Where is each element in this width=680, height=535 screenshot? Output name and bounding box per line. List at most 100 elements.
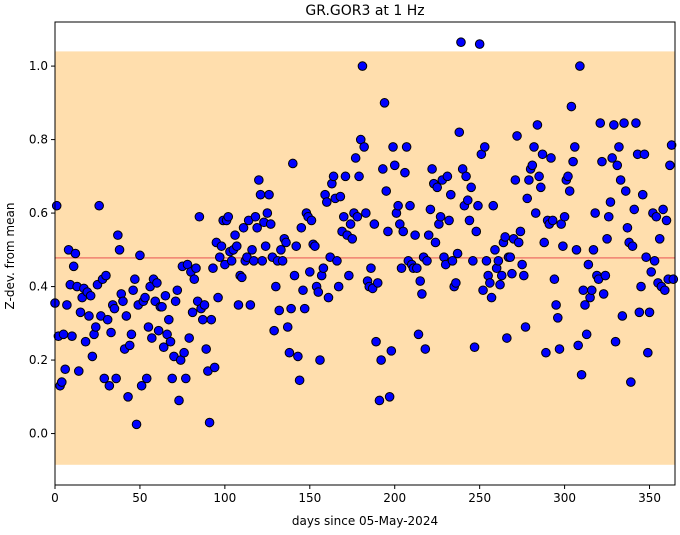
data-point [515, 226, 526, 237]
data-point [517, 259, 527, 270]
data-point [90, 322, 101, 332]
data-point [634, 307, 645, 318]
data-point [135, 250, 145, 261]
data-point [167, 373, 178, 384]
data-point [85, 290, 96, 301]
data-point [547, 215, 558, 226]
y-tick-label: 0.4 [29, 280, 48, 294]
data-point [401, 142, 412, 152]
data-point [603, 211, 614, 222]
data-point [468, 256, 478, 266]
data-point [571, 245, 582, 255]
data-point [189, 274, 200, 285]
data-point [527, 160, 538, 171]
data-point [586, 285, 597, 296]
data-point [73, 366, 84, 376]
data-point [629, 204, 640, 215]
data-point [124, 340, 135, 351]
data-point [559, 211, 570, 222]
data-point [114, 245, 125, 255]
y-tick-label: 1.0 [29, 59, 48, 73]
data-point [510, 175, 521, 185]
data-point [658, 204, 668, 215]
data-point [530, 208, 541, 218]
x-tick-label: 350 [638, 491, 661, 505]
data-point [610, 336, 621, 347]
data-point [344, 270, 354, 281]
data-point [549, 274, 560, 285]
data-point [389, 160, 400, 171]
data-point [661, 215, 672, 226]
y-tick-label: 0.8 [29, 133, 48, 147]
x-tick-label: 50 [132, 491, 147, 505]
data-point [293, 351, 303, 362]
data-point [157, 301, 167, 312]
data-point [274, 305, 285, 316]
data-point [255, 189, 266, 200]
data-point [194, 211, 205, 222]
data-point [204, 417, 215, 428]
data-point [354, 171, 364, 182]
x-tick-label: 200 [383, 491, 406, 505]
data-point [427, 164, 437, 174]
data-point [121, 311, 132, 321]
data-point [214, 252, 225, 262]
data-point [216, 241, 227, 251]
data-point [250, 211, 261, 222]
data-point [123, 392, 133, 402]
data-point [636, 281, 646, 292]
data-point [141, 373, 152, 384]
data-point [233, 300, 244, 310]
data-point [68, 261, 79, 272]
data-point [179, 347, 189, 358]
data-point [126, 329, 137, 340]
data-point [70, 248, 81, 259]
data-point [315, 355, 325, 365]
data-point [566, 101, 577, 112]
data-point [643, 347, 653, 358]
data-point [102, 314, 113, 325]
x-tick-label: 250 [468, 491, 491, 505]
data-point [447, 256, 458, 266]
data-point [639, 149, 650, 160]
data-point [644, 307, 655, 318]
data-point [558, 241, 568, 251]
data-point [378, 164, 388, 174]
x-tick-label: 150 [298, 491, 321, 505]
data-point [602, 234, 612, 244]
data-point [223, 211, 234, 222]
data-point [452, 248, 463, 259]
data-point [128, 285, 138, 296]
data-point [595, 118, 606, 128]
data-point [502, 333, 512, 343]
x-tick-label: 300 [553, 491, 576, 505]
data-point [299, 303, 310, 314]
data-point [230, 230, 240, 240]
data-point [425, 204, 436, 215]
data-point [422, 256, 432, 266]
data-point [490, 245, 500, 255]
data-point [313, 287, 324, 297]
data-point [248, 256, 259, 266]
data-point [359, 142, 369, 152]
data-point [451, 278, 461, 288]
data-point [564, 186, 575, 196]
data-point [620, 186, 631, 196]
data-point [495, 279, 505, 290]
data-point [488, 200, 499, 211]
data-point [442, 171, 453, 182]
data-point [254, 175, 264, 185]
data-point [665, 160, 675, 171]
data-point [56, 377, 67, 387]
data-point [333, 281, 344, 292]
y-axis-label: Z-dev. from mean [3, 203, 17, 310]
data-point [238, 222, 249, 233]
data-point [581, 329, 592, 340]
data-point [563, 171, 573, 182]
data-point [588, 245, 599, 255]
data-point [415, 276, 426, 286]
data-point [605, 197, 616, 207]
data-point [541, 347, 551, 358]
